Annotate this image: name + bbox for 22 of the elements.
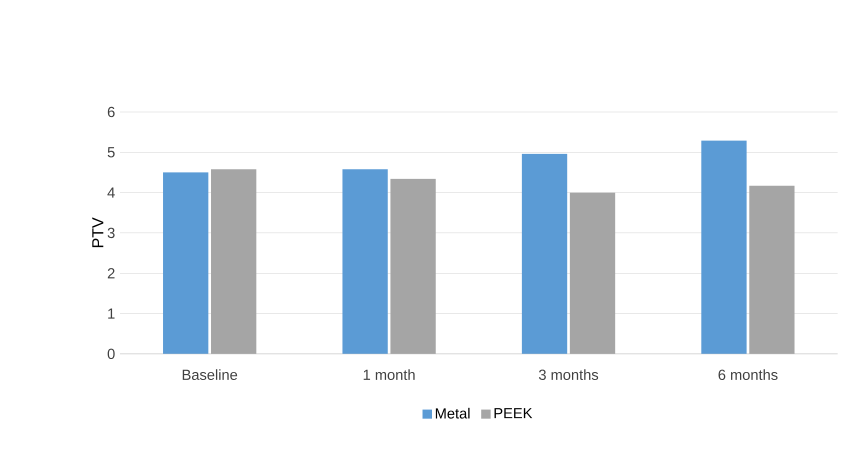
bar [163, 172, 208, 354]
y-tick-label: 3 [108, 228, 115, 238]
x-tick-label: Baseline [182, 369, 238, 380]
y-tick-label: 2 [108, 268, 115, 278]
legend-label: PEEK [494, 408, 532, 418]
bar [211, 169, 256, 354]
legend-label: Metal [436, 408, 470, 419]
bar [342, 169, 388, 354]
x-tick-label: 6 months [718, 369, 778, 380]
y-tick-label: 5 [108, 147, 115, 158]
bar [570, 192, 616, 354]
y-tick-label: 1 [108, 308, 115, 319]
y-tick-label: 6 [108, 106, 115, 118]
bar [701, 140, 747, 354]
y-tick-label: 4 [107, 188, 115, 198]
y-tick-label: 0 [108, 348, 115, 360]
bar [390, 178, 436, 354]
x-tick-label: 1 month [364, 369, 415, 380]
y-axis-title: PTV [92, 218, 104, 248]
bar [749, 186, 795, 354]
bar [522, 154, 568, 354]
x-tick-label: 3 months [538, 369, 598, 380]
